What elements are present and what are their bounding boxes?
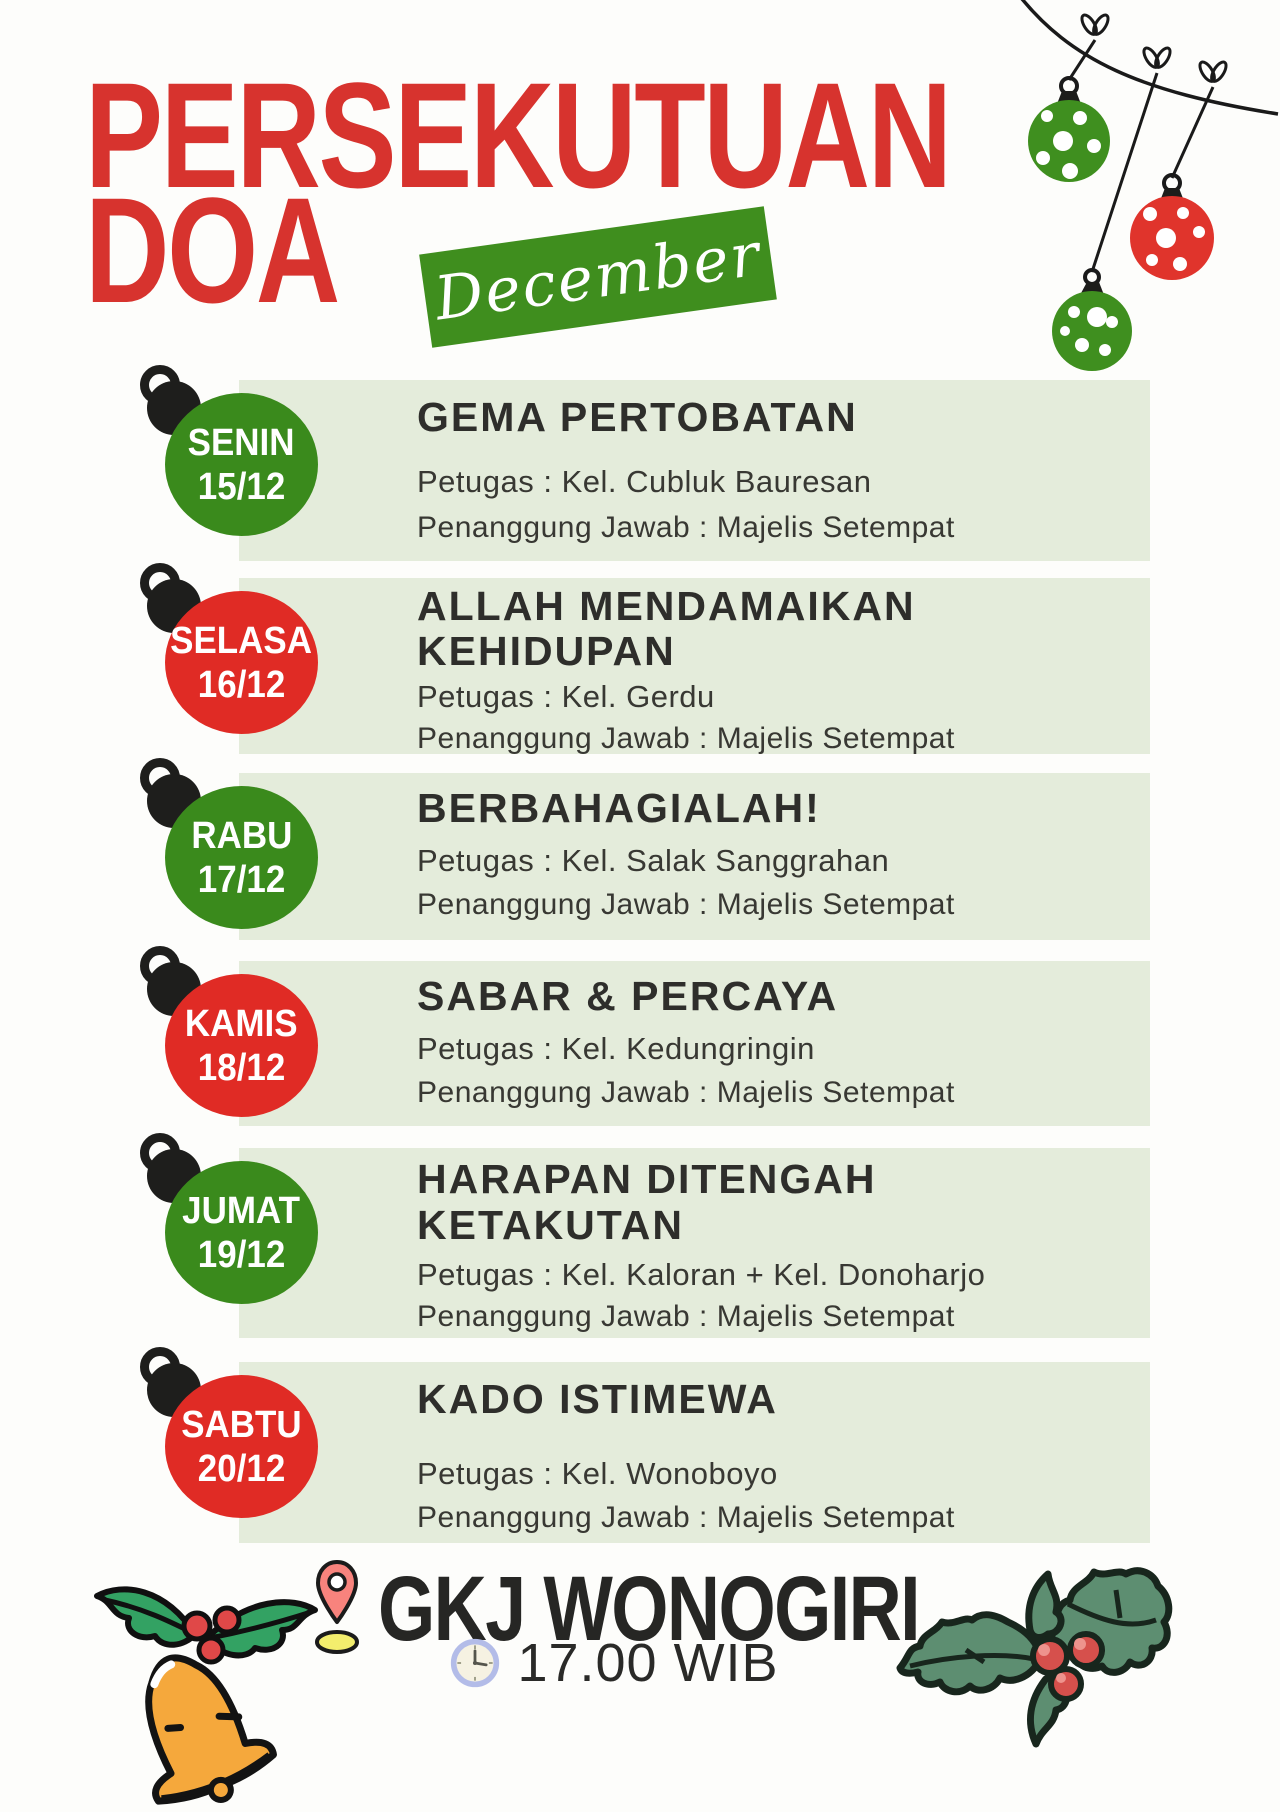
date-label: 17/12	[197, 858, 286, 901]
day-badge: SENIN 15/12	[140, 365, 350, 578]
day-label: SELASA	[170, 619, 313, 662]
event-petugas: Petugas : Kel. Kedungringin	[417, 1031, 815, 1066]
page-title: PERSEKUTUAN DOA	[85, 51, 952, 334]
green-bauble-icon	[1028, 91, 1110, 182]
event-penanggung-jawab: Penanggung Jawab : Majelis Setempat	[417, 1300, 955, 1333]
day-label: KAMIS	[185, 1002, 298, 1045]
date-label: 19/12	[197, 1233, 286, 1276]
day-circle: RABU 17/12	[165, 786, 318, 929]
date-label: 16/12	[197, 663, 286, 706]
day-badge: RABU 17/12	[140, 758, 350, 971]
day-badge: SELASA 16/12	[140, 563, 350, 776]
page-title-line2: DOA	[85, 166, 340, 334]
event-penanggung-jawab: Penanggung Jawab : Majelis Setempat	[417, 888, 955, 921]
event-penanggung-jawab: Penanggung Jawab : Majelis Setempat	[417, 722, 955, 755]
event-title: KADO ISTIMEWA	[417, 1376, 778, 1422]
schedule-panel: GEMA PERTOBATAN Petugas : Kel. Cubluk Ba…	[239, 380, 1150, 561]
event-title: HARAPAN DITENGAH KETAKUTAN	[417, 1156, 877, 1248]
date-label: 15/12	[197, 465, 286, 508]
page-title-line1: PERSEKUTUAN	[85, 51, 952, 219]
schedule-row: GEMA PERTOBATAN Petugas : Kel. Cubluk Ba…	[0, 365, 1280, 561]
schedule-row: BERBAHAGIALAH! Petugas : Kel. Salak Sang…	[0, 758, 1280, 940]
bell-holly-icon	[45, 1576, 345, 1812]
schedule-row: HARAPAN DITENGAH KETAKUTAN Petugas : Kel…	[0, 1133, 1280, 1338]
green-bauble-icon	[1052, 282, 1132, 371]
schedule-panel: ALLAH MENDAMAIKAN KEHIDUPAN Petugas : Ke…	[239, 578, 1150, 755]
event-petugas: Petugas : Kel. Wonoboyo	[417, 1456, 778, 1491]
schedule-panel: SABAR & PERCAYA Petugas : Kel. Kedungrin…	[239, 961, 1150, 1126]
time-label: 17.00 WIB	[517, 1633, 779, 1693]
holly-icon	[880, 1560, 1200, 1775]
day-label: JUMAT	[182, 1189, 301, 1232]
schedule-panel: KADO ISTIMEWA Petugas : Kel. Wonoboyo Pe…	[239, 1362, 1150, 1543]
day-label: SENIN	[188, 421, 295, 464]
day-circle: SABTU 20/12	[165, 1375, 318, 1518]
location-pin-icon	[314, 1556, 360, 1661]
day-label: SABTU	[181, 1403, 302, 1446]
date-label: 20/12	[197, 1447, 286, 1490]
event-penanggung-jawab: Penanggung Jawab : Majelis Setempat	[417, 511, 955, 544]
day-badge: JUMAT 19/12	[140, 1133, 350, 1346]
schedule-row: ALLAH MENDAMAIKAN KEHIDUPAN Petugas : Ke…	[0, 563, 1280, 755]
time-row: 17.00 WIB	[0, 1632, 1280, 1694]
day-badge: KAMIS 18/12	[140, 946, 350, 1159]
day-circle: KAMIS 18/12	[165, 974, 318, 1117]
event-petugas: Petugas : Kel. Gerdu	[417, 679, 715, 714]
event-penanggung-jawab: Penanggung Jawab : Majelis Setempat	[417, 1501, 955, 1534]
location-name: GKJ WONOGIRI	[378, 1558, 921, 1660]
event-petugas: Petugas : Kel. Salak Sanggrahan	[417, 843, 890, 878]
event-title: ALLAH MENDAMAIKAN KEHIDUPAN	[417, 583, 916, 674]
day-circle: SENIN 15/12	[165, 393, 318, 536]
day-circle: JUMAT 19/12	[165, 1161, 318, 1304]
schedule-row: KADO ISTIMEWA Petugas : Kel. Wonoboyo Pe…	[0, 1347, 1280, 1543]
event-title: BERBAHAGIALAH!	[417, 785, 821, 831]
event-title: SABAR & PERCAYA	[417, 973, 839, 1019]
event-penanggung-jawab: Penanggung Jawab : Majelis Setempat	[417, 1076, 955, 1109]
event-petugas: Petugas : Kel. Cubluk Bauresan	[417, 464, 872, 499]
day-label: RABU	[191, 814, 292, 857]
red-bauble-icon	[1130, 188, 1214, 280]
schedule-panel: BERBAHAGIALAH! Petugas : Kel. Salak Sang…	[239, 773, 1150, 940]
schedule-panel: HARAPAN DITENGAH KETAKUTAN Petugas : Kel…	[239, 1148, 1150, 1338]
clock-icon	[451, 1638, 500, 1688]
event-petugas: Petugas : Kel. Kaloran + Kel. Donoharjo	[417, 1257, 986, 1292]
schedule-row: SABAR & PERCAYA Petugas : Kel. Kedungrin…	[0, 946, 1280, 1126]
hanging-ornaments-icon	[1020, 0, 1279, 371]
day-badge: SABTU 20/12	[140, 1347, 350, 1560]
event-title: GEMA PERTOBATAN	[417, 394, 858, 440]
date-label: 18/12	[197, 1046, 286, 1089]
day-circle: SELASA 16/12	[165, 591, 318, 734]
